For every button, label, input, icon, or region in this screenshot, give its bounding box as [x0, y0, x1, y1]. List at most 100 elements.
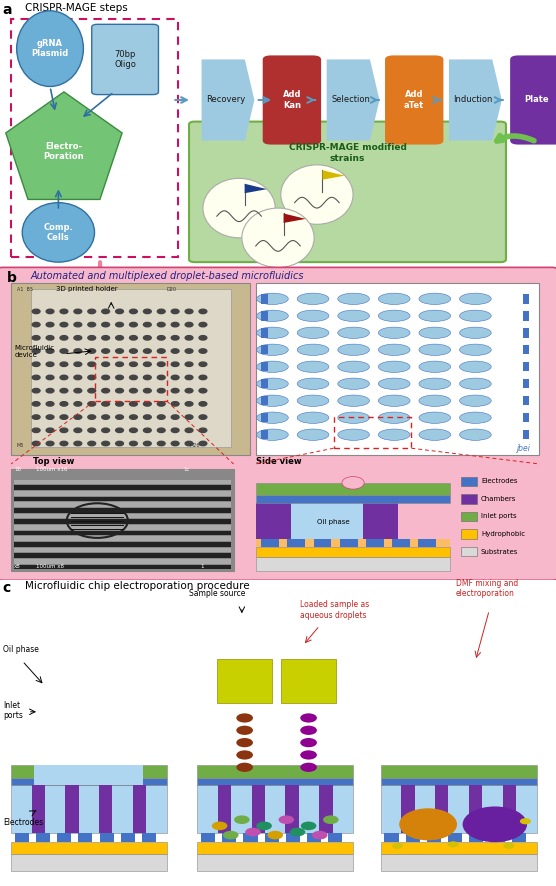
Circle shape — [102, 388, 110, 392]
Circle shape — [88, 376, 96, 380]
Circle shape — [60, 428, 68, 432]
Ellipse shape — [257, 361, 289, 372]
Ellipse shape — [338, 395, 369, 407]
Bar — [448, 833, 462, 842]
Circle shape — [46, 309, 54, 314]
Circle shape — [74, 441, 82, 446]
Circle shape — [171, 428, 179, 432]
Bar — [11, 853, 167, 871]
Circle shape — [32, 401, 40, 406]
Text: Electro-
Poration: Electro- Poration — [43, 142, 85, 161]
Bar — [256, 556, 450, 571]
Circle shape — [463, 806, 527, 843]
Text: Loaded sample as
aqueous droplets: Loaded sample as aqueous droplets — [300, 601, 370, 619]
Bar — [222, 833, 236, 842]
Ellipse shape — [257, 429, 289, 440]
Circle shape — [130, 388, 137, 392]
Bar — [523, 294, 529, 304]
Ellipse shape — [338, 378, 369, 390]
Ellipse shape — [419, 361, 451, 372]
Bar — [381, 853, 537, 871]
Circle shape — [32, 323, 40, 327]
Bar — [78, 833, 92, 842]
Bar — [461, 512, 477, 521]
Circle shape — [46, 336, 54, 340]
Circle shape — [279, 815, 294, 824]
Bar — [218, 786, 231, 833]
Ellipse shape — [419, 310, 451, 322]
Ellipse shape — [419, 327, 451, 338]
Circle shape — [157, 349, 165, 354]
Text: CRISPR-MAGE modified
strains: CRISPR-MAGE modified strains — [289, 144, 406, 163]
Circle shape — [60, 349, 68, 354]
Circle shape — [130, 323, 137, 327]
Bar — [261, 328, 268, 338]
Circle shape — [143, 349, 151, 354]
Text: Substrates: Substrates — [481, 548, 518, 555]
Bar — [252, 786, 265, 833]
Circle shape — [46, 362, 54, 367]
Bar — [142, 833, 156, 842]
Text: 100um x16: 100um x16 — [36, 467, 68, 472]
Bar — [121, 833, 135, 842]
Bar — [261, 345, 268, 354]
Text: 70bp
Oligo: 70bp Oligo — [114, 50, 136, 69]
Bar — [14, 479, 231, 485]
Circle shape — [300, 726, 317, 734]
Circle shape — [32, 362, 40, 367]
Circle shape — [130, 401, 137, 406]
Bar — [261, 379, 268, 388]
Circle shape — [392, 843, 403, 849]
Bar — [469, 786, 482, 833]
Bar — [265, 833, 279, 842]
Ellipse shape — [459, 412, 492, 424]
Ellipse shape — [297, 344, 329, 355]
Circle shape — [130, 428, 137, 432]
Circle shape — [143, 388, 151, 392]
Polygon shape — [449, 59, 502, 141]
Bar — [14, 548, 231, 552]
Bar — [261, 362, 268, 371]
Ellipse shape — [338, 344, 369, 355]
FancyBboxPatch shape — [510, 56, 556, 144]
Circle shape — [130, 362, 137, 367]
FancyBboxPatch shape — [31, 290, 231, 447]
Bar — [66, 786, 79, 833]
Circle shape — [88, 388, 96, 392]
Polygon shape — [284, 214, 306, 223]
Circle shape — [236, 726, 253, 734]
Ellipse shape — [419, 344, 451, 355]
Circle shape — [245, 828, 261, 836]
Bar — [523, 362, 529, 371]
Ellipse shape — [257, 327, 289, 338]
Circle shape — [74, 401, 82, 406]
Bar — [14, 519, 231, 524]
Circle shape — [267, 831, 283, 839]
Ellipse shape — [257, 344, 289, 355]
Circle shape — [157, 388, 165, 392]
Polygon shape — [322, 170, 345, 180]
Circle shape — [185, 349, 193, 354]
Text: 1: 1 — [200, 564, 203, 570]
Circle shape — [157, 415, 165, 419]
Ellipse shape — [338, 310, 369, 322]
Ellipse shape — [459, 429, 492, 440]
Text: Automated and multiplexed droplet-based microfluidics: Automated and multiplexed droplet-based … — [31, 270, 304, 281]
Circle shape — [130, 309, 137, 314]
Circle shape — [102, 323, 110, 327]
Circle shape — [74, 336, 82, 340]
Bar — [197, 842, 353, 853]
Circle shape — [102, 441, 110, 446]
Circle shape — [88, 309, 96, 314]
Text: 3D printed holder: 3D printed holder — [56, 286, 117, 292]
Text: jbei: jbei — [517, 445, 531, 454]
Bar — [427, 833, 441, 842]
Polygon shape — [327, 59, 379, 141]
Ellipse shape — [242, 208, 314, 268]
Text: a: a — [3, 3, 12, 17]
Bar — [14, 559, 231, 563]
Ellipse shape — [297, 293, 329, 305]
Circle shape — [199, 441, 207, 446]
Circle shape — [185, 309, 193, 314]
Circle shape — [171, 309, 179, 314]
